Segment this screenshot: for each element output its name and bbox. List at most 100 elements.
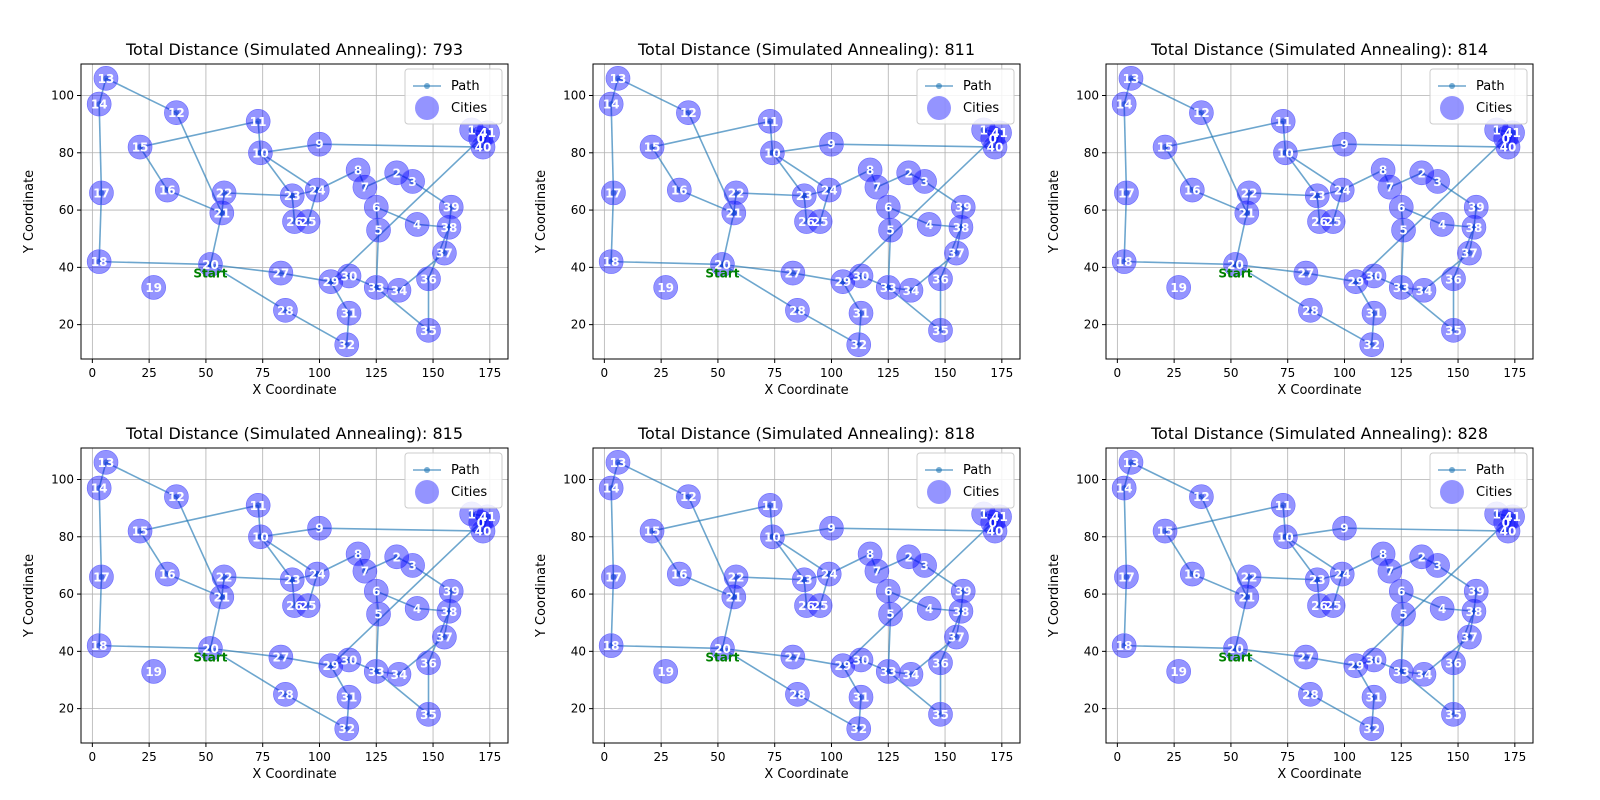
x-tick-label: 100 [1333,750,1356,764]
city-label: 6 [884,201,892,215]
path-segment [1164,146,1193,191]
city-point [1463,194,1489,220]
city-point [86,249,112,274]
city-point [436,214,462,240]
city-label: 15 [644,141,661,155]
path-marker [164,187,171,194]
y-tick-label: 80 [59,530,74,544]
path-segment [1282,121,1287,153]
path-marker [445,224,452,231]
x-axis-label: X Coordinate [1277,767,1361,782]
city-point [598,249,624,274]
city-label: 13 [98,456,115,470]
path-marker [926,221,933,228]
path-segment [819,189,830,222]
city-label: 17 [1118,186,1135,200]
path-segment [357,553,366,572]
city-label: 8 [866,163,874,177]
city-label: 14 [1116,98,1133,112]
city-point [386,661,412,687]
y-tick-label: 20 [571,318,586,332]
y-tick-label: 20 [1084,318,1099,332]
path-marker [1121,485,1128,492]
city-label: 28 [789,304,806,318]
path-marker [608,101,615,108]
city-point [639,518,665,544]
start-label: Start [1218,650,1252,664]
path-marker [685,493,692,500]
y-tick-label: 60 [1084,203,1099,217]
city-point [676,100,701,125]
path-marker [1371,694,1378,701]
path-segment [929,607,962,613]
city-point [1298,298,1323,323]
path-marker [1314,192,1321,199]
city-label: 14 [1116,482,1133,496]
city-point [141,275,166,300]
path-marker [277,270,284,277]
city-point [363,275,389,300]
city-label: 30 [1366,653,1383,667]
city-label: 30 [341,269,358,283]
y-tick-label: 100 [563,473,586,487]
city-point [794,209,819,234]
city-point [1236,180,1262,206]
city-point [1270,108,1296,134]
path-marker [425,659,432,666]
city-point [432,624,457,650]
city-label: 29 [1347,275,1364,289]
path-marker [608,642,615,649]
path-marker [996,513,1003,520]
city-label: 5 [374,224,382,238]
path-marker [1466,250,1473,257]
y-tick-label: 100 [51,473,74,487]
path-marker [96,101,103,108]
city-point [757,108,783,134]
path-segment [1400,614,1405,672]
path-segment [1370,313,1375,345]
path-marker [448,204,455,211]
x-tick-label: 100 [1333,366,1356,380]
city-label: 35 [932,324,949,338]
city-point [878,217,903,243]
path-marker [1302,654,1309,661]
path-marker [733,573,740,580]
city-label: 11 [1275,115,1292,129]
path-marker [373,588,380,595]
city-label: 36 [932,272,949,286]
path-marker [885,668,892,675]
path-segment [99,644,211,650]
path-segment [908,172,925,183]
path-segment [280,656,331,667]
city-point [848,263,874,289]
city-point [816,177,842,203]
path-segment [1305,272,1356,283]
city-point [950,194,976,220]
city-label: 13 [1123,456,1140,470]
x-tick-label: 25 [653,750,668,764]
x-tick-label: 100 [308,366,331,380]
city-point [875,578,901,604]
city-label: 22 [728,570,745,584]
path-segment [259,536,293,581]
path-marker [316,525,323,532]
path-segment [769,121,774,153]
city-point [282,209,307,234]
x-tick-label: 50 [1223,750,1238,764]
path-marker [1121,642,1128,649]
city-label: 32 [1363,338,1380,352]
city-label: 10 [1277,530,1294,544]
legend-cities-label: Cities [1476,101,1512,116]
path-segment [955,227,962,254]
city-point [1441,318,1466,343]
path-marker [676,187,683,194]
path-segment [259,536,318,575]
path-marker [289,192,296,199]
path-segment [260,143,320,154]
path-segment [417,223,450,229]
city-label: 36 [420,272,437,286]
city-label: 4 [413,218,421,232]
subplot-title: Total Distance (Simulated Annealing): 79… [125,40,463,59]
path-marker [441,634,448,641]
